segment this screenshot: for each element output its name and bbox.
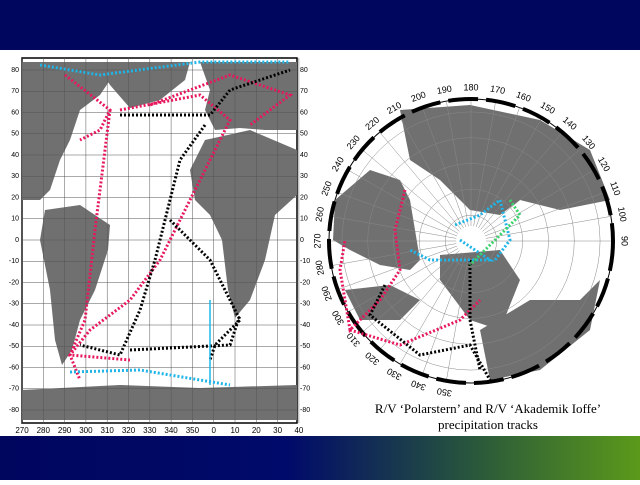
- lon-label: 270: [312, 233, 322, 248]
- lat-label: 60: [11, 109, 19, 116]
- lat-label: 70: [300, 88, 308, 95]
- lon-label: 330: [143, 426, 157, 435]
- lat-label: 80: [300, 67, 308, 74]
- lon-label: 90: [620, 236, 630, 246]
- lat-label: 30: [300, 173, 308, 180]
- meridian: [422, 255, 467, 375]
- lat-label: 0: [300, 237, 304, 244]
- lon-label: 100: [616, 206, 628, 223]
- meridian: [422, 107, 467, 227]
- lat-label: -10: [300, 258, 310, 265]
- lat-label: -60: [300, 364, 310, 371]
- map-rim: [327, 97, 615, 385]
- lat-label: 60: [300, 109, 308, 116]
- land: [22, 62, 297, 420]
- meridian: [379, 132, 462, 230]
- right-map: 9010011012013014015016017018019020021022…: [312, 82, 629, 398]
- lon-label: 340: [410, 378, 428, 393]
- graticule: [329, 99, 613, 381]
- lat-label: 50: [11, 131, 19, 138]
- lat-label: -20: [300, 279, 310, 286]
- lat-label: 20: [300, 194, 308, 201]
- meridian: [362, 250, 460, 333]
- lon-label: 300: [79, 426, 93, 435]
- bottom-band: [0, 436, 640, 480]
- land: [333, 105, 610, 380]
- meridian: [379, 252, 462, 350]
- lat-label: 20: [11, 194, 19, 201]
- lon-label: 40: [294, 426, 303, 435]
- lat-label: 50: [300, 131, 308, 138]
- lon-label: 280: [37, 426, 51, 435]
- lon-label: 290: [319, 285, 334, 303]
- lon-label: 270: [15, 426, 29, 435]
- lat-label: 10: [300, 216, 308, 223]
- lon-label: 10: [231, 426, 240, 435]
- meridian: [331, 216, 457, 239]
- meridian: [482, 149, 580, 232]
- lon-label: 350: [186, 426, 200, 435]
- lat-label: 70: [11, 88, 19, 95]
- lon-label: 320: [122, 426, 136, 435]
- meridian: [483, 169, 595, 234]
- lat-label: -20: [9, 279, 19, 286]
- lon-label: 110: [608, 180, 622, 197]
- lon-label: 190: [436, 83, 453, 95]
- lat-label: 80: [11, 67, 19, 74]
- meridian: [485, 192, 605, 237]
- meridian: [347, 169, 459, 234]
- meridian: [446, 255, 469, 381]
- lat-label: -10: [9, 258, 19, 265]
- lon-label: 160: [515, 89, 533, 104]
- tracks: [338, 189, 522, 381]
- lon-label: 350: [436, 386, 453, 398]
- lat-label: -40: [9, 322, 19, 329]
- lat-label: -80: [300, 407, 310, 414]
- meridian: [475, 107, 520, 227]
- lat-label: 40: [11, 152, 19, 159]
- meridian: [473, 101, 496, 227]
- lon-label: 280: [313, 259, 325, 276]
- meridian: [331, 243, 457, 266]
- lat-label: -30: [9, 301, 19, 308]
- lat-label: -80: [9, 407, 19, 414]
- lon-label: 250: [319, 180, 334, 198]
- meridian: [485, 216, 611, 239]
- lat-label: 30: [11, 173, 19, 180]
- meridian: [480, 132, 563, 230]
- lat-label: 40: [300, 152, 308, 159]
- lat-label: -60: [9, 364, 19, 371]
- left-map: 80 80 70 70 60 60 50 50 40 40 30 30 20 20 10 10 0 0 -10 -10…: [9, 57, 310, 435]
- lon-label: 170: [489, 83, 506, 95]
- lat-label: -30: [300, 301, 310, 308]
- lat-label: -50: [300, 343, 310, 350]
- meridian: [337, 245, 457, 290]
- lon-label: 180: [463, 82, 478, 92]
- caption-line: precipitation tracks: [438, 417, 538, 432]
- lat-label: -70: [300, 386, 310, 393]
- lon-label: 340: [164, 426, 178, 435]
- lon-label: 200: [410, 89, 428, 104]
- meridian: [446, 101, 469, 227]
- lon-label: 0: [211, 426, 216, 435]
- lon-label: 30: [273, 426, 282, 435]
- top-band: [0, 0, 640, 50]
- meridian: [347, 248, 459, 313]
- lon-label: 310: [101, 426, 115, 435]
- lon-label: 260: [313, 206, 325, 223]
- graticule: [21, 58, 300, 423]
- caption-line: R/V ‘Polarstern’ and R/V ‘Akademik Ioffe…: [375, 401, 601, 416]
- lon-label: 20: [252, 426, 261, 435]
- lat-label: 10: [11, 216, 19, 223]
- lat-label: -70: [9, 386, 19, 393]
- lat-label: -40: [300, 322, 310, 329]
- meridian: [362, 149, 460, 232]
- lat-label: 0: [15, 237, 19, 244]
- lat-label: -50: [9, 343, 19, 350]
- meridian: [399, 117, 464, 229]
- meridian: [337, 192, 457, 237]
- tracks: [39, 60, 294, 387]
- lon-label: 290: [58, 426, 72, 435]
